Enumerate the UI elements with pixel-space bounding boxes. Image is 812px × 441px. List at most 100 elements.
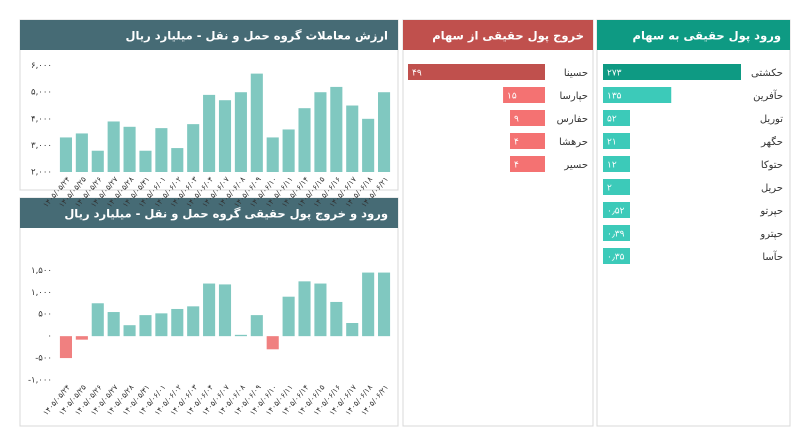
bar [603,202,630,218]
y-tick-label: ۱,۵۰۰ [31,266,52,276]
value-label: ۲۱ [607,138,617,148]
bar [139,315,152,337]
category-label: حسینا [564,68,588,79]
category-label: حسیر [563,160,588,171]
value-label: ۱۵ [507,92,517,102]
value-label: ۲۷۳ [607,69,622,79]
y-tick-label: -۱,۰۰۰ [28,376,52,386]
bar [510,156,545,172]
bar [155,128,168,172]
bar [234,92,247,172]
y-tick-label: ۲,۰۰۰ [31,168,52,178]
panel-header [20,20,398,50]
bar [282,296,295,337]
bar [503,87,545,103]
bar [234,334,247,337]
bar [346,105,359,172]
bar [123,325,136,337]
y-tick-label: ۵۰۰ [38,310,52,320]
value-label: ۱۳۵ [607,92,622,102]
bar [603,225,630,241]
category-label: حگهر [760,136,783,148]
chart-title: ارزش معاملات گروه حمل و نقل - میلیارد ری… [125,29,388,44]
value-label: ۴۹ [412,69,422,79]
bar [59,336,72,359]
bar [603,64,741,80]
chart-title: ورود پول حقیقی به سهام [633,29,781,44]
y-tick-label: -۵۰۰ [35,354,52,364]
bar [330,301,343,337]
bar [107,121,120,172]
bar [346,323,359,337]
bar [171,148,184,172]
y-tick-label: ۰ [47,332,52,342]
y-tick-label: ۱,۰۰۰ [31,288,52,298]
bar [250,73,263,172]
panel-header [597,20,790,50]
bar [378,92,391,172]
value-label: ۰٫۵۲ [607,207,625,217]
category-label: حتوکا [761,160,783,171]
bar [187,124,200,172]
bar [603,248,630,264]
bar [603,110,630,126]
bar [171,308,184,337]
value-label: ۹ [514,115,519,125]
bar [250,315,263,337]
bar [107,312,120,337]
bar [187,306,200,337]
bar [603,179,630,195]
bar [510,110,545,126]
bar [603,156,630,172]
bar [510,133,545,149]
y-tick-label: ۵,۰۰۰ [31,88,52,98]
panel-header [403,20,593,50]
value-label: ۰٫۳۵ [607,253,625,263]
chart-title: خروج پول حقیقی از سهام [432,29,584,44]
bar [91,150,104,172]
y-tick-label: ۳,۰۰۰ [31,141,52,151]
category-label: حآفرین [753,89,783,102]
value-label: ۴ [514,161,519,171]
bar [362,272,375,337]
panel-header [20,198,398,228]
bar [75,336,88,340]
bar [603,133,630,149]
category-label: حفارس [557,114,588,125]
bar [408,64,545,80]
y-tick-label: ۴,۰۰۰ [31,114,52,124]
bar [75,133,88,172]
bar [266,336,279,350]
category-label: حآسا [762,250,783,263]
category-label: حپارسا [559,91,588,102]
bar [266,137,279,172]
bar [378,272,391,337]
bar [218,100,232,172]
category-label: حریل [761,183,783,194]
value-label: ۵۲ [607,115,617,125]
panel [596,19,791,427]
bar [123,126,136,172]
bar [139,150,152,172]
bar [282,129,295,172]
bar [314,92,327,172]
value-label: ۰٫۳۹ [607,230,625,240]
bar [362,118,375,172]
bar [203,94,216,172]
bar [218,284,232,337]
category-label: توریل [760,114,783,125]
y-tick-label: ۶,۰۰۰ [31,61,52,71]
value-label: ۴ [514,138,519,148]
category-label: حپترو [759,229,783,240]
bar [298,108,311,172]
bar [314,283,327,337]
bar [155,313,168,337]
panel [402,19,594,427]
category-label: حپرتو [759,206,783,217]
value-label: ۲ [607,184,612,194]
bar [298,281,311,337]
value-label: ۱۲ [607,161,617,171]
bar [603,87,672,103]
category-label: حرهشا [559,137,588,148]
